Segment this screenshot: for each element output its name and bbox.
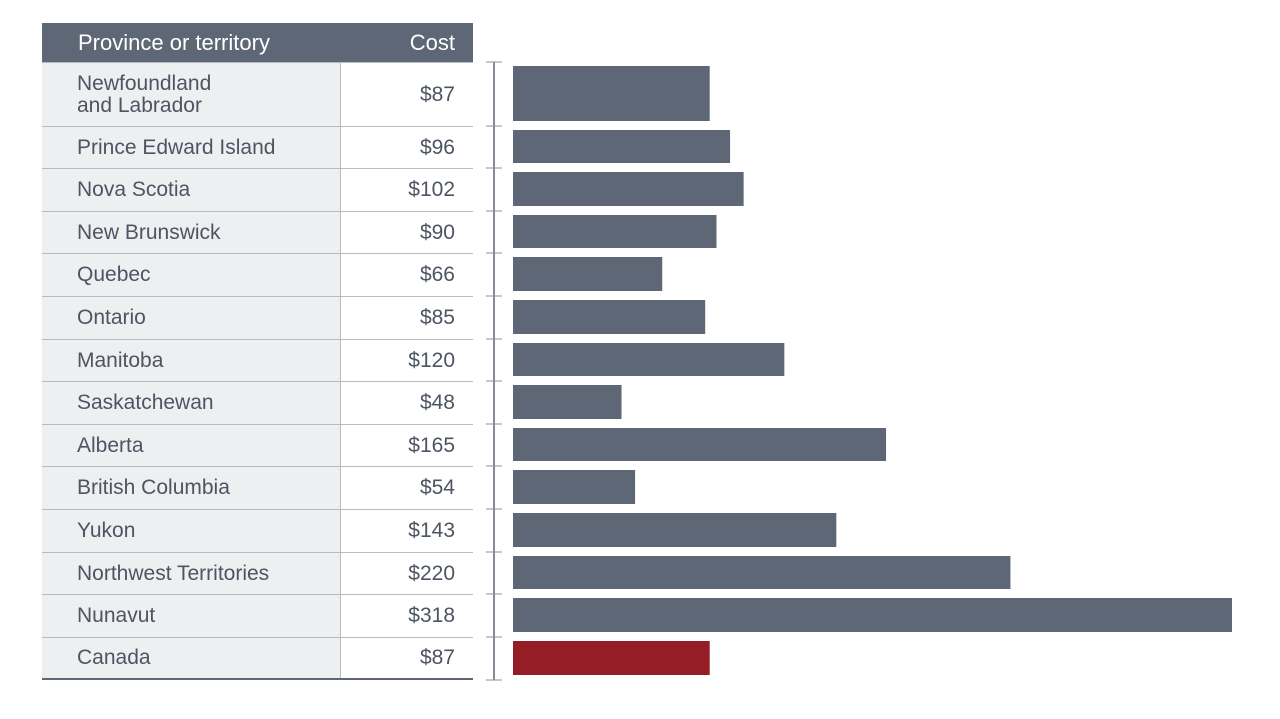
table-row: Yukon $143 (42, 509, 473, 552)
cost-value: $220 (342, 553, 473, 594)
province-name: Manitoba (42, 340, 341, 381)
cost-value: $54 (342, 467, 473, 509)
bar (513, 428, 887, 461)
cost-value: $165 (342, 425, 473, 466)
table-row: Newfoundland and Labrador $87 (42, 62, 473, 126)
bar (513, 598, 1232, 632)
province-name: British Columbia (42, 467, 341, 509)
bar (513, 470, 636, 504)
province-name: Saskatchewan (42, 382, 341, 424)
cost-value: $87 (342, 638, 473, 678)
bar (513, 343, 785, 376)
table-row: Ontario $85 (42, 296, 473, 339)
cost-value: $48 (342, 382, 473, 424)
bar (513, 257, 663, 291)
province-name: Nunavut (42, 595, 341, 637)
header-cost: Cost (409, 30, 455, 55)
province-name: Quebec (42, 254, 341, 296)
province-name: Prince Edward Island (42, 127, 341, 168)
bar (513, 385, 622, 419)
bar-highlight (513, 641, 710, 675)
cost-value: $87 (342, 63, 473, 126)
province-name: Nova Scotia (42, 169, 341, 211)
table-row: Alberta $165 (42, 424, 473, 466)
bar (513, 172, 744, 206)
bar (513, 130, 731, 163)
province-name: Yukon (42, 510, 341, 552)
cost-value: $120 (342, 340, 473, 381)
bar (513, 513, 837, 547)
table-row: New Brunswick $90 (42, 211, 473, 253)
province-name: Ontario (42, 297, 341, 339)
table-row: Nunavut $318 (42, 594, 473, 637)
cost-value: $85 (342, 297, 473, 339)
table-row: Nova Scotia $102 (42, 168, 473, 211)
table-row: British Columbia $54 (42, 466, 473, 509)
table-body: Newfoundland and Labrador $87 Prince Edwar… (42, 62, 473, 680)
table-row: Canada $87 (42, 637, 473, 680)
bar (513, 300, 706, 334)
header-province: Province or territory (78, 30, 270, 55)
table-header: Province or territory Cost (42, 23, 473, 62)
table-row: Prince Edward Island $96 (42, 126, 473, 168)
bar (513, 66, 710, 121)
province-name: Northwest Territories (42, 553, 341, 594)
cost-value: $318 (342, 595, 473, 637)
cost-value: $143 (342, 510, 473, 552)
province-name: Canada (42, 638, 341, 678)
province-name: Alberta (42, 425, 341, 466)
cost-value: $66 (342, 254, 473, 296)
bar (513, 556, 1011, 589)
bar-chart (486, 61, 1232, 681)
cost-value: $90 (342, 212, 473, 253)
cost-value: $102 (342, 169, 473, 211)
table-row: Quebec $66 (42, 253, 473, 296)
table-row: Manitoba $120 (42, 339, 473, 381)
cost-value: $96 (342, 127, 473, 168)
table-row: Northwest Territories $220 (42, 552, 473, 594)
province-name: New Brunswick (42, 212, 341, 253)
table-row: Saskatchewan $48 (42, 381, 473, 424)
cost-table: Province or territory Cost Newfoundland … (42, 23, 473, 680)
bar (513, 215, 717, 248)
province-name: Newfoundland and Labrador (42, 63, 341, 126)
